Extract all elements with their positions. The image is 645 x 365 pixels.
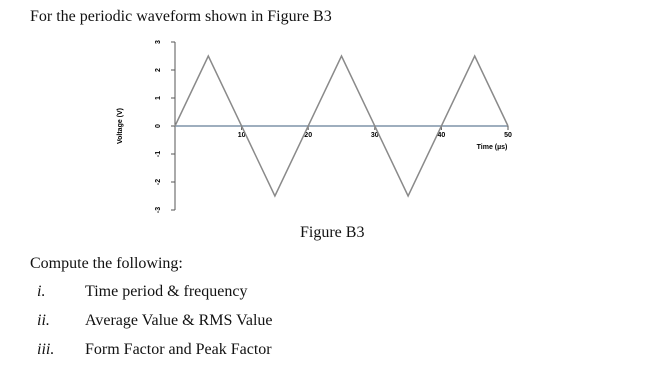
heading: Compute the following:: [30, 255, 183, 272]
y-axis-label: Voltage (V): [117, 108, 124, 144]
y-tick-label: -2: [155, 179, 162, 185]
x-tick-label: 10: [238, 132, 246, 139]
y-tick-label: 1: [155, 96, 162, 100]
y-tick-label: 3: [155, 40, 162, 44]
item-number: iii.: [37, 341, 55, 358]
x-axis-label: Time (µs): [477, 144, 508, 151]
x-tick-label: 20: [304, 132, 312, 139]
intro: For the periodic waveform shown in Figur…: [30, 8, 332, 25]
item-number: i.: [37, 283, 46, 300]
item-text: Time period & frequency: [85, 283, 248, 300]
y-tick-label: -3: [155, 207, 162, 213]
y-tick-label: -1: [155, 151, 162, 157]
waveform: [174, 54, 509, 198]
x-tick-label: 50: [504, 132, 512, 139]
item-number: ii.: [37, 312, 50, 329]
x-tick-label: 40: [438, 132, 446, 139]
chart: -3 -2 -1 0 1 2 3 10 20 30 40 50 Time (µs) Voltage (V): [117, 40, 512, 213]
figure-caption: Figure B3: [300, 224, 365, 241]
item-text: Average Value & RMS Value: [85, 312, 273, 329]
x-tick-label: 30: [371, 132, 379, 139]
y-tick-label: 0: [155, 124, 162, 128]
y-tick-label: 2: [155, 68, 162, 72]
item-text: Form Factor and Peak Factor: [85, 341, 272, 358]
